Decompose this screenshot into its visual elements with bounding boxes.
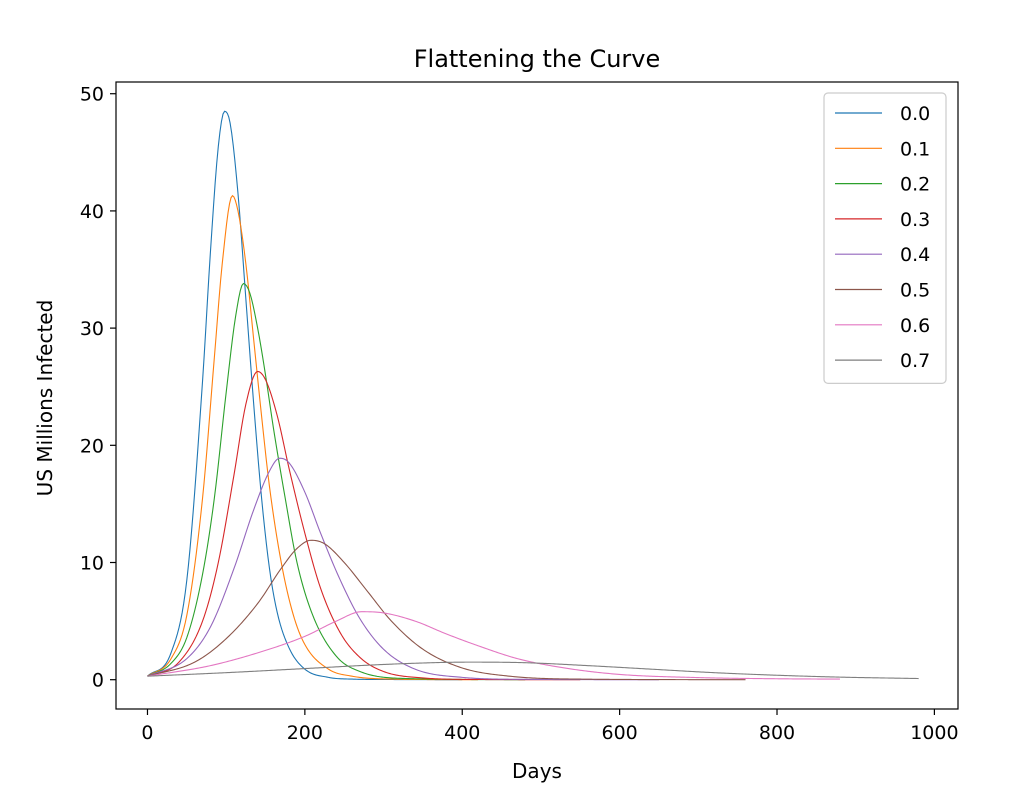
x-tick-label: 200 (287, 722, 323, 744)
x-tick-label: 800 (759, 722, 795, 744)
legend-box (823, 92, 947, 384)
x-tick-label: 600 (601, 722, 637, 744)
x-tick-label: 0 (141, 722, 153, 744)
series-line-0-7 (147, 661, 919, 680)
legend-label: 0.2 (900, 174, 930, 196)
legend-label: 0.5 (900, 280, 930, 302)
y-tick-label: 10 (80, 553, 104, 575)
plot-frame (115, 81, 959, 710)
legend-label: 0.0 (900, 103, 930, 125)
y-tick-label: 0 (92, 670, 104, 692)
series-line-0-5 (147, 539, 746, 681)
x-axis-label: Days (512, 759, 562, 783)
x-axis-ticks: 0 200 400 600 800 1000 (141, 709, 959, 744)
legend-label: 0.6 (900, 315, 930, 337)
legend-label: 0.4 (900, 244, 930, 266)
chart-title: Flattening the Curve (414, 45, 661, 73)
y-axis-ticks: 0 10 20 30 40 50 (80, 84, 116, 692)
series-line-0-0 (147, 110, 463, 681)
series-line-0-3 (147, 370, 581, 681)
y-tick-label: 50 (80, 84, 104, 106)
legend-label: 0.1 (900, 138, 930, 160)
plot-lines (147, 110, 919, 681)
series-line-0-6 (147, 611, 840, 680)
y-tick-label: 40 (80, 201, 104, 223)
legend-label: 0.7 (900, 350, 930, 372)
legend: 0.0 0.1 0.2 0.3 0.4 0.5 0.6 0.7 (823, 92, 947, 384)
y-tick-label: 20 (80, 435, 104, 457)
series-line-0-1 (147, 194, 478, 681)
x-tick-label: 400 (444, 722, 480, 744)
x-tick-label: 1000 (910, 722, 958, 744)
legend-label: 0.3 (900, 209, 930, 231)
y-tick-label: 30 (80, 318, 104, 340)
series-line-0-4 (147, 457, 659, 681)
y-axis-label: US Millions Infected (33, 300, 57, 497)
